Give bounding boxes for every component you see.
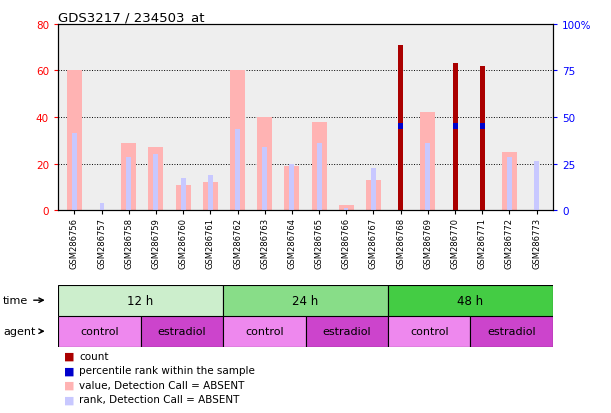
Bar: [388, 316, 470, 347]
Bar: [316, 143, 321, 211]
Bar: [507, 157, 512, 211]
Bar: [339, 206, 354, 211]
Bar: [100, 204, 103, 211]
Bar: [480, 124, 485, 130]
Text: control: control: [80, 326, 119, 337]
Bar: [371, 169, 376, 211]
Bar: [366, 180, 381, 211]
Bar: [306, 316, 388, 347]
Bar: [67, 71, 82, 211]
Bar: [181, 178, 186, 211]
Bar: [126, 157, 131, 211]
Text: estradiol: estradiol: [488, 326, 536, 337]
Text: count: count: [79, 351, 109, 361]
Bar: [257, 118, 272, 211]
Bar: [470, 316, 553, 347]
Bar: [345, 208, 348, 211]
Bar: [534, 162, 539, 211]
Bar: [398, 46, 403, 211]
Bar: [148, 148, 163, 211]
Text: estradiol: estradiol: [323, 326, 371, 337]
Bar: [285, 166, 299, 211]
Bar: [235, 129, 240, 211]
Text: time: time: [3, 295, 43, 306]
Text: ■: ■: [64, 366, 75, 375]
Bar: [58, 316, 141, 347]
Bar: [141, 316, 223, 347]
Text: ■: ■: [64, 351, 75, 361]
Text: ■: ■: [64, 380, 75, 390]
Text: rank, Detection Call = ABSENT: rank, Detection Call = ABSENT: [79, 394, 240, 404]
Text: ■: ■: [64, 394, 75, 404]
Bar: [223, 316, 306, 347]
Text: control: control: [410, 326, 448, 337]
Bar: [262, 148, 267, 211]
Bar: [398, 124, 403, 130]
Text: GDS3217 / 234503_at: GDS3217 / 234503_at: [58, 11, 205, 24]
Bar: [290, 164, 295, 211]
Bar: [453, 64, 458, 211]
Bar: [175, 185, 191, 211]
Text: control: control: [245, 326, 284, 337]
Bar: [480, 66, 485, 211]
Bar: [72, 134, 77, 211]
Text: percentile rank within the sample: percentile rank within the sample: [79, 366, 255, 375]
Text: agent: agent: [3, 326, 43, 337]
Bar: [230, 71, 245, 211]
Bar: [153, 155, 158, 211]
Text: 24 h: 24 h: [293, 294, 318, 307]
Text: 48 h: 48 h: [458, 294, 483, 307]
Bar: [388, 285, 553, 316]
Bar: [58, 285, 223, 316]
Bar: [208, 176, 213, 211]
Bar: [502, 152, 517, 211]
Bar: [425, 143, 430, 211]
Text: 12 h: 12 h: [128, 294, 153, 307]
Bar: [420, 113, 436, 211]
Bar: [453, 124, 458, 130]
Bar: [203, 183, 218, 211]
Bar: [223, 285, 388, 316]
Bar: [312, 122, 326, 211]
Text: estradiol: estradiol: [158, 326, 206, 337]
Bar: [121, 143, 136, 211]
Text: value, Detection Call = ABSENT: value, Detection Call = ABSENT: [79, 380, 245, 390]
